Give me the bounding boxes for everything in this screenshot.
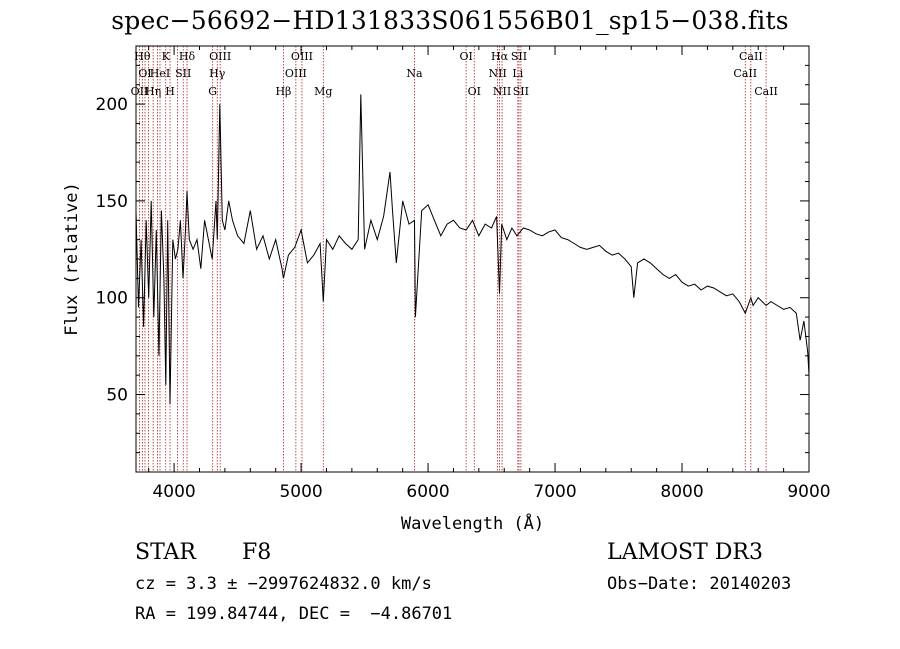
y-tick-label: 200 — [96, 95, 128, 115]
line-marker-label: Hβ — [275, 85, 291, 98]
line-marker-label: SII — [175, 67, 191, 80]
line-marker-label: CaII — [733, 67, 757, 80]
chart-title: spec−56692−HD131833S061556B01_sp15−038.f… — [111, 6, 789, 35]
y-axis-label: Flux (relative) — [62, 182, 82, 336]
x-tick-label: 5000 — [279, 482, 322, 502]
line-marker-label: K — [162, 50, 171, 63]
line-markers — [139, 46, 767, 472]
line-marker-label: Na — [406, 67, 423, 80]
line-marker-label: G — [208, 85, 217, 98]
line-marker-label: CaII — [739, 50, 763, 63]
line-marker-label: NII — [493, 85, 511, 98]
x-axis-label: Wavelength (Å) — [401, 512, 544, 534]
line-marker-label: CaII — [754, 85, 778, 98]
line-marker-label: H — [165, 85, 175, 98]
line-marker-label: Mg — [314, 85, 332, 98]
line-marker-label: Li — [512, 67, 523, 80]
y-tick-label: 100 — [96, 289, 128, 309]
obs-date: Obs−Date: 20140203 — [607, 574, 792, 594]
y-tick-label: 50 — [106, 386, 128, 406]
line-marker-label: OIII — [285, 67, 307, 80]
y-axis: 50 100 150 200 — [96, 64, 809, 454]
line-marker-label: HeI — [150, 67, 170, 80]
line-marker-label: OIII — [291, 50, 313, 63]
line-marker-label: OIII — [209, 50, 231, 63]
line-marker-label: Hθ — [134, 50, 151, 63]
spectrum-line — [135, 94, 810, 405]
line-marker-label: Hδ — [179, 50, 196, 63]
line-marker-label: Hα — [491, 50, 509, 63]
x-tick-label: 8000 — [660, 482, 703, 502]
line-marker-labels: OIIHθOIHηHeIKHSIIHδGHγOIIIHβOIIIOIIIMgNa… — [131, 50, 778, 98]
x-tick-label: 7000 — [533, 482, 576, 502]
x-axis: 4000 5000 6000 7000 8000 9000 — [148, 46, 831, 502]
x-tick-label: 4000 — [152, 482, 195, 502]
line-marker-label: OI — [138, 67, 151, 80]
line-marker-label: Hγ — [209, 67, 226, 80]
survey-name: LAMOST DR3 — [607, 540, 763, 565]
line-marker-label: OII — [131, 85, 149, 98]
redshift-line: cz = 3.3 ± −2997624832.0 km/s — [135, 574, 432, 594]
object-subclass: F8 — [242, 540, 272, 565]
line-marker-label: SII — [511, 50, 527, 63]
line-marker-label: OI — [459, 50, 472, 63]
line-marker-label: NII — [488, 67, 506, 80]
plot-frame — [135, 45, 810, 473]
y-tick-label: 150 — [96, 192, 128, 212]
x-tick-label: 6000 — [406, 482, 449, 502]
line-marker-label: OI — [468, 85, 481, 98]
coordinates: RA = 199.84744, DEC = −4.86701 — [135, 604, 453, 624]
line-marker-label: SII — [513, 85, 529, 98]
x-tick-label: 9000 — [787, 482, 830, 502]
line-marker-label: Hη — [145, 85, 161, 98]
object-class: STAR — [135, 540, 196, 565]
